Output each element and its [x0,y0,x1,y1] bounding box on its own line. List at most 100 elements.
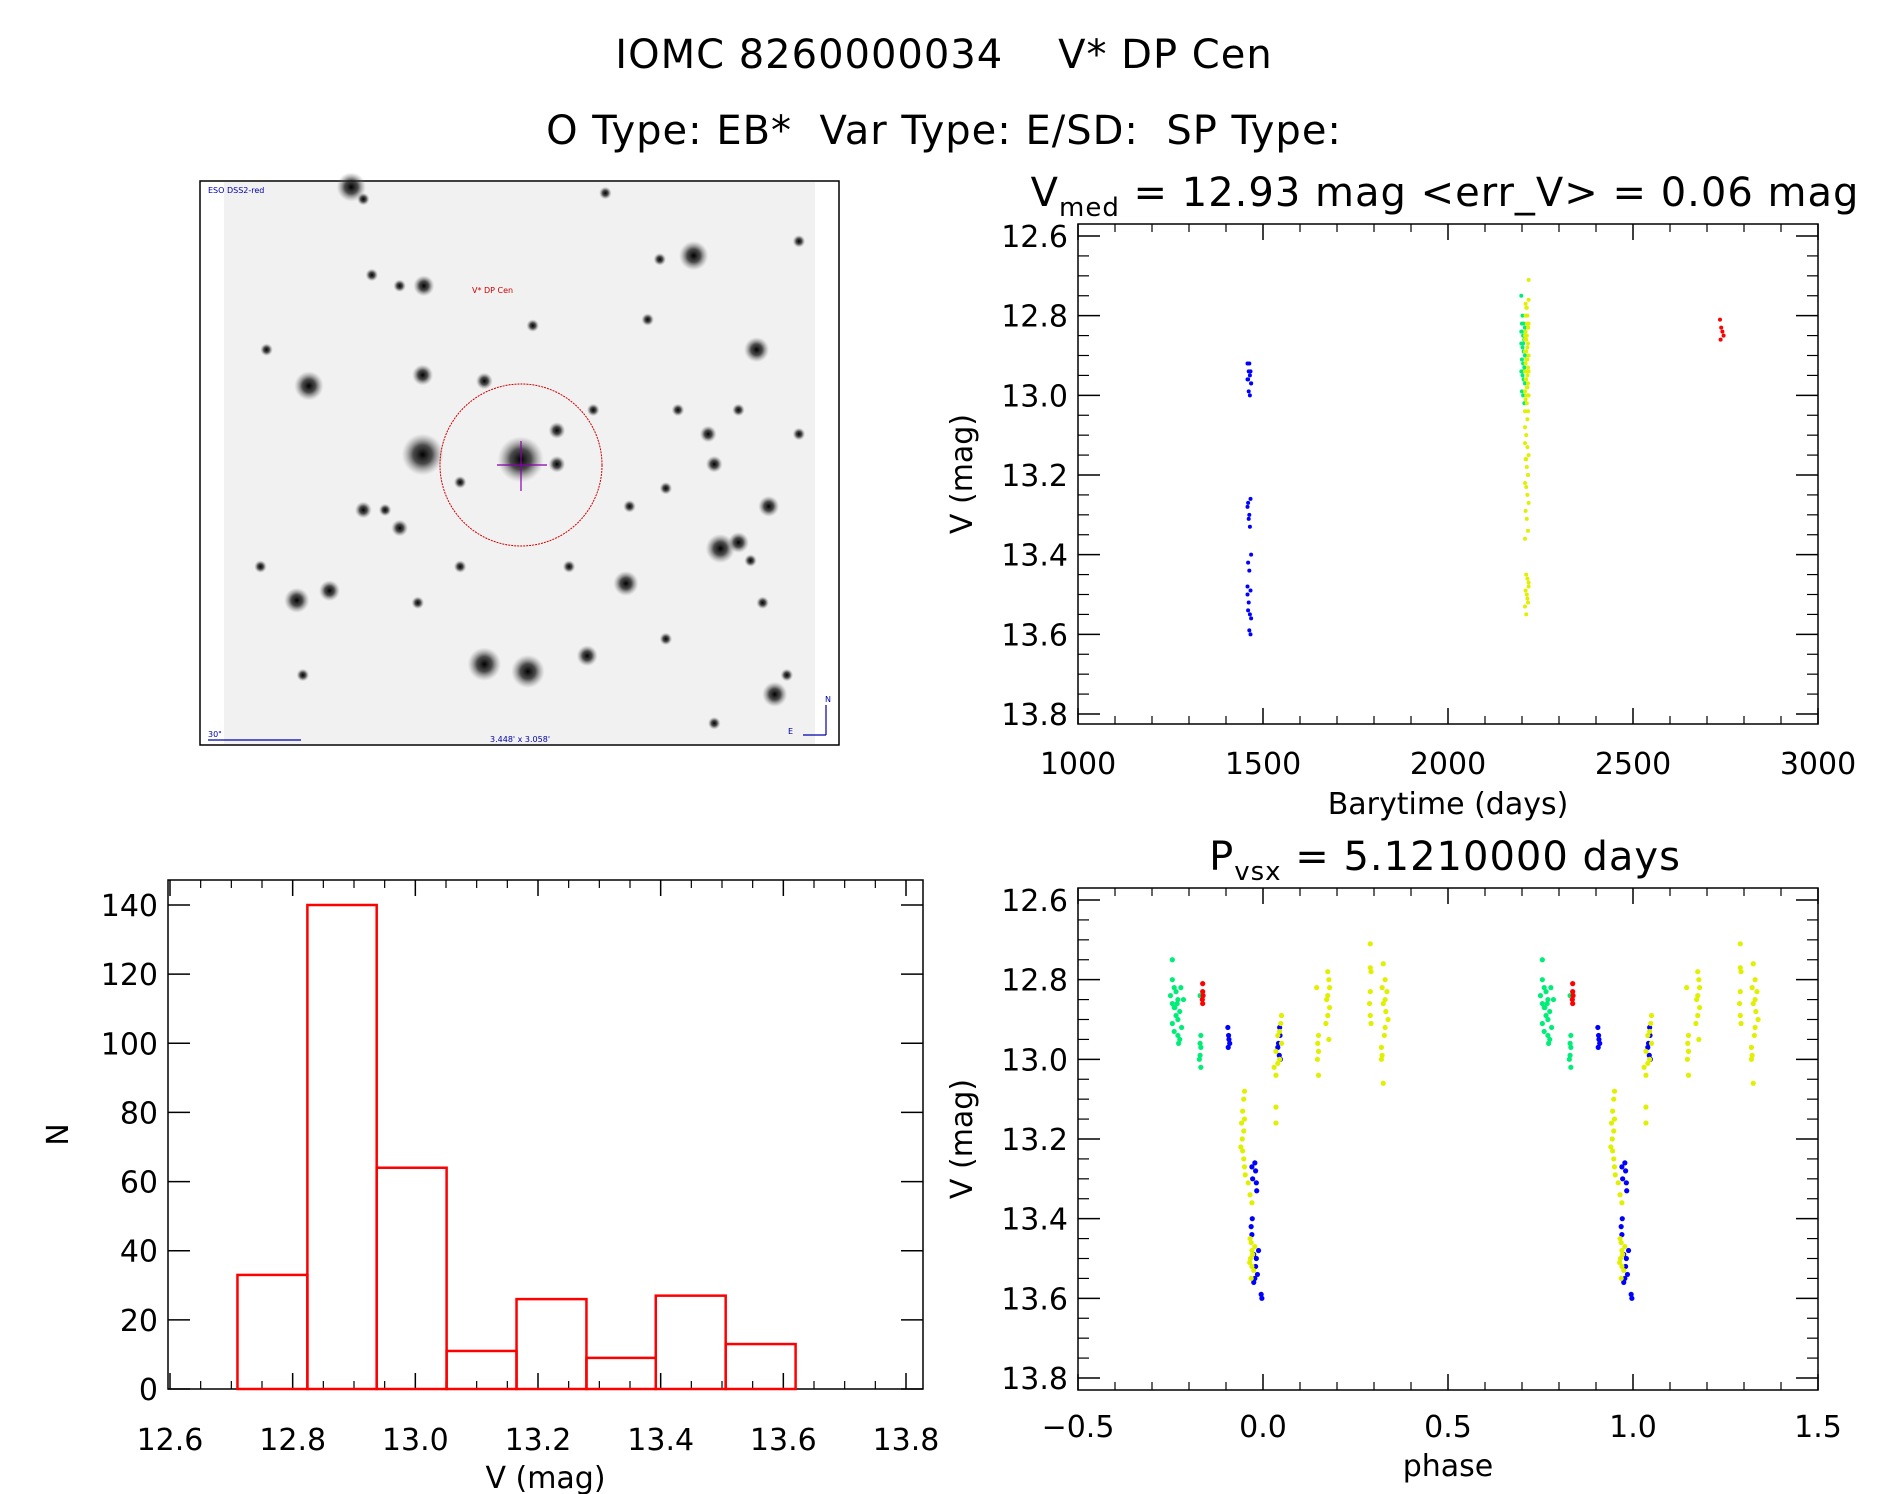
lightcurve-point-yellow [1523,480,1528,485]
star [548,422,566,439]
phased-point-yellow [1685,1072,1692,1078]
phased-point-green [1169,1000,1175,1007]
phased-point-blue [1646,1052,1652,1058]
star [365,268,379,282]
phased-point-blue [1253,1255,1259,1262]
phased-point-green [1568,1044,1574,1050]
finder-image: ESO DSS2-red V* DP Cen 30" 3.448' x 3.05… [199,172,840,746]
lightcurve-point-blue [1246,516,1251,521]
lightcurve-point-yellow [1523,329,1528,334]
phased-point-yellow [1684,985,1690,991]
lightcurve-point-yellow [1524,572,1529,577]
phased-point-yellow [1240,1148,1246,1154]
phased-point-yellow [1611,1128,1617,1134]
phased-point-green [1539,957,1545,963]
phased-point-yellow [1325,969,1331,975]
lightcurve-point-green [1522,353,1527,358]
phased-point-blue [1595,1032,1602,1039]
lightcurve-point-yellow [1526,453,1531,458]
phased-point-blue [1258,1291,1264,1297]
phased-point-green [1180,996,1187,1003]
x-tick-label: 1500 [1225,747,1301,782]
lightcurve-point-blue [1247,512,1252,517]
star [467,647,502,682]
x-tick-label: 13.2 [505,1423,572,1458]
star [318,580,340,602]
phased-point-yellow [1314,1056,1320,1062]
phased-point-yellow [1367,941,1373,947]
phased-point-yellow [1755,1016,1761,1023]
lightcurve-point-green [1519,293,1524,298]
phased-point-yellow [1378,1044,1384,1050]
star [599,186,612,200]
lightcurve-point-yellow [1524,433,1529,438]
star [526,319,540,332]
lightcurve-point-yellow [1525,357,1530,362]
phased-point-yellow [1273,1048,1279,1054]
page-title: IOMC 8260000034 V* DP Cen [615,32,1273,78]
star [378,503,392,517]
phased-point-blue [1622,1275,1628,1282]
north-label: N [825,695,831,704]
phased-point-yellow [1382,977,1388,983]
star [511,654,545,689]
phased-point-yellow [1620,1251,1626,1258]
phased-point-green [1537,993,1544,999]
phased-point-green [1175,996,1181,1003]
east-label: E [788,727,793,736]
phased-point-blue [1227,1040,1233,1046]
phased-point-yellow [1379,1052,1385,1058]
phased-point-blue [1259,1295,1265,1301]
phased-point-yellow [1247,1235,1253,1242]
target-label: V* DP Cen [472,286,513,295]
phased-point-blue [1645,1044,1651,1050]
histogram-plot: 12.6 12.8 13.0 13.2 13.4 13.6 13.8 0 20 40 60 80 100… [41,879,940,1494]
x-tick-label: −0.5 [1042,1410,1115,1445]
x-axis-label: V (mag) [485,1461,605,1494]
phased-point-yellow [1738,1020,1744,1027]
histogram-bar [515,1297,588,1391]
histogram-bar [724,1342,797,1391]
vmed-subscript: med [1059,193,1120,223]
x-tick-label: 13.4 [627,1423,694,1458]
star [393,279,406,293]
phased-point-blue [1254,1188,1260,1194]
phased-point-yellow [1277,1056,1283,1062]
period-value: = 5.1210000 days [1281,834,1681,880]
phased-point-blue [1620,1176,1626,1182]
phased-point-blue [1622,1160,1628,1166]
phased-point-yellow [1326,1036,1332,1043]
lightcurve-point-blue [1246,389,1251,394]
phased-point-green [1566,1056,1572,1062]
phased-point-green [1169,957,1175,963]
star [653,253,667,266]
phased-point-green [1179,1024,1185,1031]
phased-point-yellow [1609,1136,1615,1142]
phased-point-blue [1254,1271,1261,1278]
y-tick-label: 12.8 [1001,964,1068,999]
star [727,532,749,553]
phased-point-yellow [1752,1024,1758,1031]
lightcurve-point-red [1720,329,1725,334]
star [792,427,806,441]
phased-point-yellow [1619,1263,1625,1270]
phased-point-blue [1619,1216,1625,1222]
phased-point-blue [1621,1279,1627,1285]
phased-point-yellow [1275,1060,1281,1066]
lightcurve-point-blue [1245,504,1250,509]
phased-point-green [1567,1052,1573,1058]
x-tick-label: 13.8 [873,1423,940,1458]
star [623,500,636,513]
histogram-bar [375,1166,448,1391]
y-tick-label: 140 [101,889,158,924]
phased-point-blue [1249,1232,1255,1238]
phased-point-blue [1253,1180,1259,1186]
lightcurve-point-yellow [1525,373,1530,378]
lightcurve-point-blue [1245,377,1250,382]
lightcurve-point-yellow [1526,277,1531,282]
lightcurve-point-blue [1247,361,1252,366]
star [699,425,717,443]
phased-point-yellow [1273,1104,1279,1110]
phased-point-yellow [1617,1255,1624,1262]
lightcurve-point-yellow [1523,301,1528,306]
